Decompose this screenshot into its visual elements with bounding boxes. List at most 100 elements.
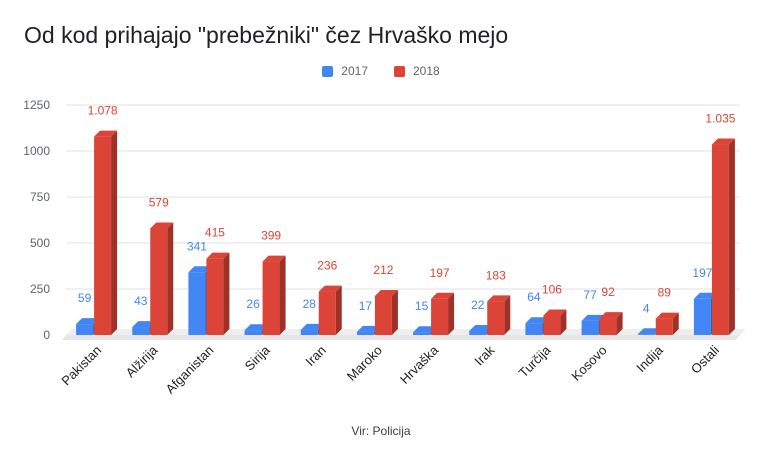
- chart-floor: [66, 329, 746, 335]
- x-tick-label-afganistan: Afganistan: [162, 343, 216, 397]
- bar-side-indija-2018: [672, 312, 679, 335]
- data-label-ostali-2018: 1.035: [705, 112, 735, 126]
- y-tick-label-750: 750: [30, 190, 50, 204]
- x-tick-label-indija: Indija: [633, 342, 666, 375]
- bar-top-ostali-2017: [693, 292, 717, 299]
- chart-floor-edge: [62, 335, 740, 340]
- bar-pakistan-2017: [76, 324, 94, 335]
- bar-top-pakistan-2017: [76, 318, 100, 325]
- legend-label-2018: 2018: [413, 64, 440, 78]
- data-label-turčija-2017: 64: [527, 290, 541, 304]
- y-tick-label-500: 500: [30, 236, 50, 250]
- bar-pakistan-2018: [94, 136, 112, 335]
- bar-side-iran-2018: [335, 285, 342, 335]
- source-note: Vir: Policija: [351, 424, 411, 438]
- x-tick-label-hrvaška: Hrvaška: [397, 342, 442, 387]
- bar-top-afganistan-2017: [188, 266, 212, 273]
- data-label-indija-2017: 4: [643, 301, 650, 315]
- bar-top-sirija-2017: [244, 324, 268, 331]
- data-label-maroko-2018: 212: [373, 263, 393, 277]
- bar-side-irak-2018: [504, 295, 511, 335]
- data-label-pakistan-2017: 59: [78, 291, 92, 305]
- bar-side-sirija-2018: [279, 255, 286, 335]
- data-label-sirija-2018: 399: [261, 229, 281, 243]
- y-tick-label-1250: 1250: [23, 98, 50, 112]
- x-tick-label-turčija: Turčija: [516, 342, 554, 380]
- bar-indija-2018: [655, 318, 673, 335]
- data-label-ostali-2017: 197: [692, 266, 712, 280]
- bar-side-ostali-2018: [728, 138, 735, 335]
- bar-turčija-2017: [525, 323, 543, 335]
- bar-ostali-2017: [693, 298, 711, 335]
- data-label-irak-2018: 183: [486, 268, 506, 282]
- legend-swatch-2018: [394, 65, 405, 77]
- bar-top-maroko-2017: [356, 325, 380, 332]
- bar-top-irak-2018: [487, 295, 511, 302]
- data-label-alžirija-2017: 43: [134, 294, 148, 308]
- data-label-sirija-2017: 26: [246, 297, 260, 311]
- bar-top-iran-2018: [318, 285, 342, 292]
- legend-item-2017: 2017: [322, 64, 368, 78]
- bar-hrvaška-2017: [413, 332, 431, 335]
- bar-maroko-2018: [374, 295, 392, 335]
- x-tick-label-maroko: Maroko: [344, 343, 385, 384]
- bar-side-maroko-2018: [391, 289, 398, 335]
- x-tick-label-kosovo: Kosovo: [568, 343, 609, 384]
- bar-alžirija-2017: [132, 327, 150, 335]
- bar-side-hrvaška-2018: [448, 292, 455, 335]
- data-label-afganistan-2018: 415: [205, 226, 225, 240]
- data-label-kosovo-2017: 77: [583, 288, 597, 302]
- bar-side-kosovo-2018: [616, 312, 623, 335]
- bar-top-alžirija-2017: [132, 321, 156, 328]
- data-label-kosovo-2018: 92: [601, 285, 615, 299]
- data-label-alžirija-2018: 579: [149, 195, 169, 209]
- bar-irak-2018: [487, 301, 505, 335]
- bar-top-hrvaška-2017: [413, 326, 437, 333]
- x-tick-label-iran: Iran: [302, 343, 328, 369]
- bar-top-maroko-2018: [374, 289, 398, 296]
- bar-ostali-2018: [711, 144, 729, 335]
- bar-top-pakistan-2018: [94, 130, 118, 137]
- bar-kosovo-2017: [581, 320, 599, 335]
- bar-sirija-2017: [244, 330, 262, 335]
- bar-kosovo-2018: [599, 318, 617, 335]
- y-tick-label-1000: 1000: [23, 144, 50, 158]
- bar-afganistan-2017: [188, 272, 206, 335]
- bar-top-indija-2017: [637, 328, 661, 335]
- bar-top-indija-2018: [655, 312, 679, 319]
- bar-side-alžirija-2018: [167, 222, 174, 335]
- bar-top-ostali-2018: [711, 138, 735, 145]
- legend-label-2017: 2017: [341, 64, 368, 78]
- bar-top-kosovo-2017: [581, 314, 605, 321]
- data-label-irak-2017: 22: [471, 298, 485, 312]
- bar-top-alžirija-2018: [150, 222, 174, 229]
- y-tick-label-250: 250: [30, 282, 50, 296]
- bar-hrvaška-2018: [431, 298, 449, 335]
- x-tick-label-irak: Irak: [471, 342, 497, 368]
- bar-top-irak-2017: [469, 324, 493, 331]
- bar-irak-2017: [469, 330, 487, 335]
- bar-top-turčija-2017: [525, 317, 549, 324]
- bar-top-kosovo-2018: [599, 312, 623, 319]
- data-label-pakistan-2018: 1.078: [88, 104, 118, 118]
- legend-swatch-2017: [322, 65, 334, 77]
- bar-indija-2017: [637, 334, 655, 335]
- data-label-indija-2018: 89: [658, 286, 672, 300]
- bar-alžirija-2018: [150, 228, 168, 335]
- data-label-afganistan-2017: 341: [187, 239, 207, 253]
- x-tick-label-ostali: Ostali: [688, 342, 722, 376]
- bar-iran-2018: [318, 291, 336, 335]
- legend-item-2018: 2018: [394, 64, 440, 78]
- bar-top-afganistan-2018: [206, 252, 230, 259]
- data-label-iran-2017: 28: [303, 297, 317, 311]
- bar-top-hrvaška-2018: [431, 292, 455, 299]
- bar-maroko-2017: [356, 331, 374, 335]
- bar-side-afganistan-2018: [223, 252, 230, 335]
- data-label-hrvaška-2017: 15: [415, 299, 429, 313]
- bar-afganistan-2018: [206, 258, 224, 335]
- bar-side-pakistan-2018: [111, 130, 118, 335]
- bar-top-sirija-2018: [262, 255, 286, 262]
- y-tick-label-0: 0: [43, 328, 50, 342]
- data-label-iran-2018: 236: [317, 259, 337, 273]
